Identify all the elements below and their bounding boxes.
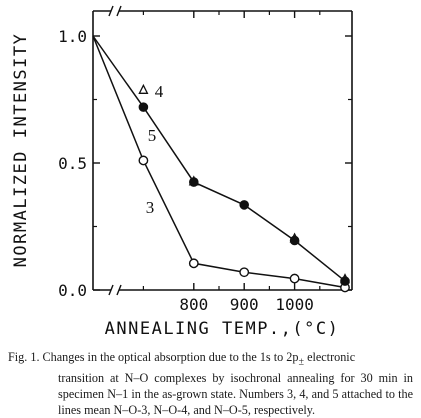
point-series-3 bbox=[239, 267, 250, 278]
y-tick-label: 0.5 bbox=[58, 154, 87, 173]
chart: 0.0 0.5 1.0 800 900 1000 ANNEALING TEMP.,(°C… bbox=[11, 5, 353, 339]
point-series-3 bbox=[289, 273, 300, 284]
series-line-5 bbox=[92, 35, 346, 282]
axis-break-top-mark-2 bbox=[116, 5, 122, 17]
caption-line1-tail: electronic bbox=[304, 350, 356, 364]
series-label-5: 5 bbox=[148, 126, 157, 145]
series-line-3 bbox=[92, 35, 346, 289]
y-tick-label: 1.0 bbox=[58, 27, 87, 46]
axis-breaks bbox=[108, 5, 122, 296]
plot-frame bbox=[92, 10, 353, 291]
point-series-4 bbox=[289, 232, 300, 243]
point-series-3 bbox=[138, 155, 149, 166]
point-series-4 bbox=[138, 83, 149, 94]
axis-break-bottom-gap bbox=[111, 286, 119, 294]
point-series-4 bbox=[188, 175, 199, 186]
y-axis-ticks: 0.0 0.5 1.0 bbox=[58, 27, 352, 300]
y-axis-title: NORMALIZED INTENSITY bbox=[11, 33, 31, 268]
series-label-3: 3 bbox=[146, 198, 155, 217]
y-tick-label: 0.0 bbox=[58, 281, 87, 300]
axis-break-top-gap bbox=[111, 7, 119, 15]
figure-caption: Fig. 1. Changes in the optical absorptio… bbox=[8, 349, 413, 418]
point-series-4 bbox=[339, 273, 351, 284]
axis-break-top-mark-1 bbox=[108, 5, 114, 17]
series-markers bbox=[138, 83, 351, 293]
point-series-3 bbox=[188, 258, 199, 269]
series-lines bbox=[92, 35, 346, 289]
point-series-5 bbox=[138, 102, 149, 112]
axis-break-bottom-mark-1 bbox=[108, 284, 114, 296]
x-axis-ticks: 800 900 1000 bbox=[142, 11, 321, 314]
caption-lead: Fig. 1. Changes in the optical absorptio… bbox=[8, 350, 299, 364]
x-tick-label: 1000 bbox=[275, 295, 314, 314]
x-axis-title: ANNEALING TEMP.,(°C) bbox=[105, 319, 340, 339]
x-tick-label: 900 bbox=[230, 295, 259, 314]
series-label-4: 4 bbox=[155, 82, 164, 101]
caption-pm-subscript: ± bbox=[298, 356, 305, 368]
x-tick-label: 800 bbox=[179, 295, 208, 314]
caption-body: transition at N–O complexes by isochrona… bbox=[58, 371, 413, 418]
axis-break-bottom-mark-2 bbox=[116, 284, 122, 296]
point-series-5 bbox=[239, 200, 249, 210]
